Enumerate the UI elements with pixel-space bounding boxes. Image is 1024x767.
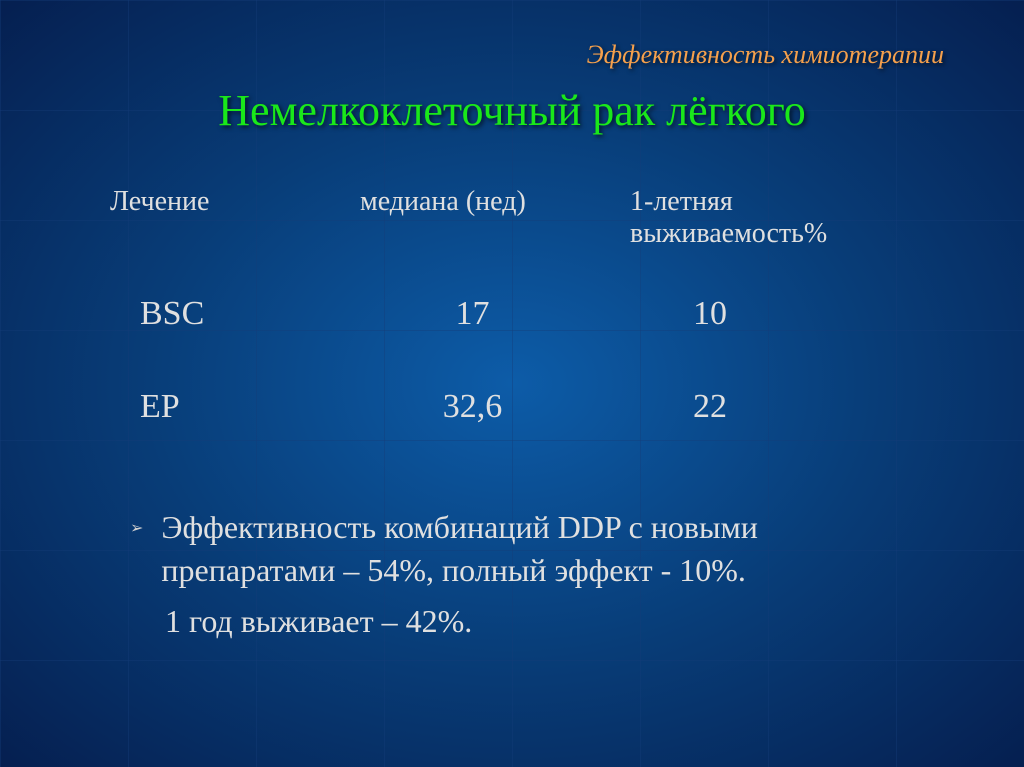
table-row: BSC 17 10 [110, 295, 934, 333]
table-row: EP 32,6 22 [110, 388, 934, 426]
slide-category-header: Эффективность химиотерапии [50, 40, 944, 70]
slide-title: Немелкоклеточный рак лёгкого [50, 85, 974, 136]
slide-content: Эффективность химиотерапии Немелкоклеточ… [0, 0, 1024, 767]
bullet-item: ➢ Эффективность комбинаций DDP с новыми … [130, 506, 914, 592]
table-header-row: Лечение медиана (нед) 1-летняя выживаемо… [110, 186, 934, 250]
bullet-text: Эффективность комбинаций DDP с новыми пр… [161, 506, 914, 592]
bullet-list: ➢ Эффективность комбинаций DDP с новыми … [50, 506, 974, 592]
bullet-continuation: 1 год выживает – 42%. [130, 600, 974, 643]
cell-median: 32,6 [360, 388, 585, 426]
cell-survival: 10 [585, 295, 835, 333]
column-header-median: медиана (нед) [360, 186, 630, 250]
bullet-arrow-icon: ➢ [130, 518, 143, 540]
cell-treatment: BSC [140, 295, 360, 333]
data-table: Лечение медиана (нед) 1-летняя выживаемо… [50, 186, 974, 426]
column-header-treatment: Лечение [110, 186, 360, 250]
cell-survival: 22 [585, 388, 835, 426]
cell-treatment: EP [140, 388, 360, 426]
cell-median: 17 [360, 295, 585, 333]
column-header-survival: 1-летняя выживаемость% [630, 186, 934, 250]
